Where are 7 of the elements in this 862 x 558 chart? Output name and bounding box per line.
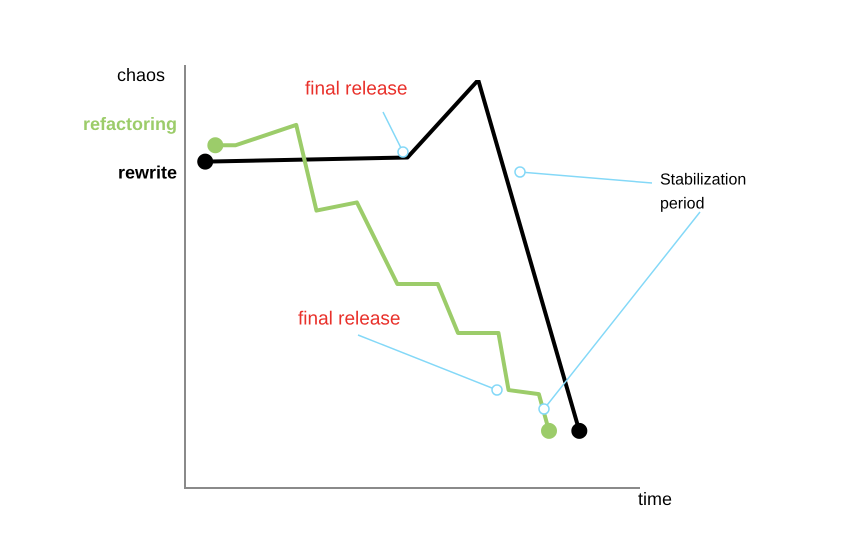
text: Stabilization period xyxy=(660,171,746,212)
x-axis-title: time xyxy=(638,488,672,509)
y-axis-title: chaos xyxy=(116,64,165,85)
series-label: rewrite xyxy=(118,162,177,183)
annotation: final release xyxy=(305,78,408,100)
annotation: final release xyxy=(298,308,400,330)
series-label: refactoring xyxy=(82,114,177,134)
